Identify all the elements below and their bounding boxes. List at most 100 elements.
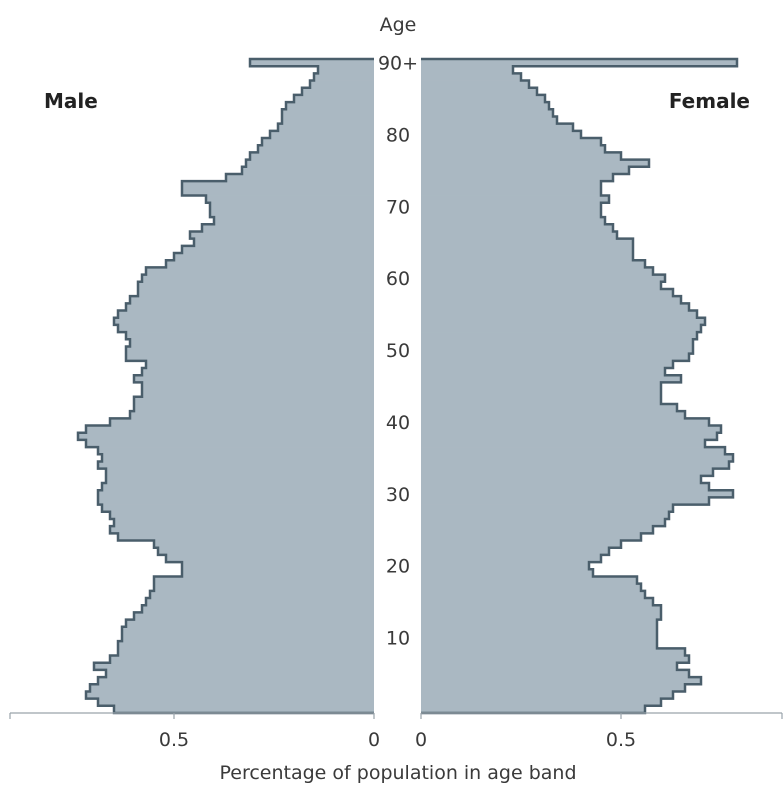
male-bar-age-53	[118, 324, 374, 333]
female-bar-age-38	[421, 432, 717, 441]
male-bar-age-64	[182, 245, 374, 254]
male-bar-age-30	[98, 490, 374, 498]
male-bar-age-61	[146, 267, 374, 275]
female-bar-age-41	[421, 411, 685, 419]
male-bar-age-2	[86, 691, 374, 699]
female-bar-age-62	[421, 260, 645, 268]
female-bar-age-10	[421, 633, 657, 642]
female-bar-age-8	[421, 648, 685, 656]
male-bar-age-15	[146, 598, 374, 606]
male-bar-age-60	[142, 274, 374, 283]
female-bar-age-77	[421, 152, 621, 160]
male-bar-age-86	[302, 87, 374, 96]
female-bar-age-17	[421, 583, 641, 592]
female-bar-age-55	[421, 310, 697, 319]
male-bar-age-9	[118, 641, 374, 649]
male-bar-age-75	[242, 166, 374, 175]
female-bar-age-7	[421, 655, 689, 664]
female-bar-age-67	[421, 224, 613, 232]
female-bar-age-46	[421, 375, 681, 383]
male-bar-age-23	[154, 540, 374, 549]
female-bar-age-68	[421, 217, 605, 225]
female-bar-age-79	[421, 138, 601, 146]
male-bar-age-18	[154, 576, 374, 584]
female-bar-age-37	[421, 439, 705, 448]
male-bar-age-6	[94, 662, 374, 671]
female-bar-age-60	[421, 274, 665, 283]
male-bar-age-12	[126, 619, 374, 628]
male-bar-age-8	[118, 648, 374, 656]
female-bar-age-88	[421, 73, 521, 81]
female-bar-age-15	[421, 598, 653, 606]
male-bar-age-71	[206, 195, 374, 204]
male-bar-age-51	[130, 339, 374, 347]
female-bar-age-66	[421, 231, 617, 240]
female-bar-age-59	[421, 281, 661, 290]
male-bar-age-14	[142, 605, 374, 613]
male-bar-age-33	[106, 468, 374, 477]
female-bar-age-18	[421, 576, 637, 584]
x-axis: 0.5 0 0 0.5	[9, 712, 783, 751]
female-bar-age-80	[421, 130, 581, 139]
male-bar-age-26	[114, 518, 374, 527]
female-bar-age-43	[421, 396, 661, 405]
male-bar-age-82	[282, 116, 374, 125]
age-tick-50: 50	[386, 340, 410, 362]
male-bar-age-31	[102, 483, 374, 491]
male-bar-age-72	[182, 188, 374, 196]
male-bar-age-36	[98, 447, 374, 455]
female-bar-age-26	[421, 518, 665, 527]
age-tick-40: 40	[386, 412, 410, 434]
female-bar-age-6	[421, 662, 677, 671]
x-axis-title: Percentage of population in age band	[219, 762, 576, 784]
male-bar-age-22	[158, 547, 374, 556]
female-bar-age-71	[421, 195, 609, 204]
female-bar-age-61	[421, 267, 653, 275]
female-bar-age-47	[421, 368, 665, 376]
female-bar-age-73	[421, 181, 601, 189]
male-bar-age-79	[262, 138, 374, 146]
male-bar-age-11	[122, 626, 374, 635]
male-bar-age-48	[146, 360, 374, 369]
female-bar-age-81	[421, 123, 573, 132]
male-bar-age-89	[318, 66, 374, 74]
female-bar-age-13	[421, 612, 661, 620]
male-bar-age-66	[190, 231, 374, 240]
female-bar-age-45	[421, 382, 661, 390]
age-tick-60: 60	[386, 268, 410, 290]
male-bar-age-80	[270, 130, 374, 139]
female-bar-age-11	[421, 626, 657, 635]
age-tick-70: 70	[386, 196, 410, 218]
female-bar-age-87	[421, 80, 529, 89]
male-bar-age-81	[278, 123, 374, 132]
age-tick-10: 10	[386, 628, 410, 650]
female-bar-age-83	[421, 109, 553, 117]
male-bar-age-52	[126, 332, 374, 340]
male-bar-age-21	[166, 554, 374, 563]
male-bar-age-58	[138, 288, 374, 297]
female-bar-age-89	[421, 66, 513, 74]
male-bar-age-7	[110, 655, 374, 664]
male-bar-age-4	[98, 677, 374, 685]
male-bar-age-27	[110, 511, 374, 520]
female-bar-age-25	[421, 526, 653, 534]
male-bar-age-83	[282, 109, 374, 117]
male-bar-age-37	[86, 439, 374, 448]
male-bar-age-38	[78, 432, 374, 441]
female-bar-age-51	[421, 339, 693, 347]
female-bar-age-4	[421, 677, 701, 685]
male-bar-age-47	[142, 368, 374, 376]
female-bar-age-72	[421, 188, 601, 196]
female-bar-age-23	[421, 540, 621, 549]
female-bar-age-29	[421, 497, 709, 505]
male-bar-age-70	[210, 202, 374, 211]
male-bar-age-0	[114, 705, 374, 714]
female-bar-age-82	[421, 116, 557, 125]
male-bar-age-77	[250, 152, 374, 160]
female-bar-age-34	[421, 461, 729, 469]
male-bar-age-76	[246, 159, 374, 168]
female-bar-age-85	[421, 94, 545, 103]
male-bar-age-5	[106, 669, 374, 678]
male-bar-age-73	[182, 181, 374, 189]
